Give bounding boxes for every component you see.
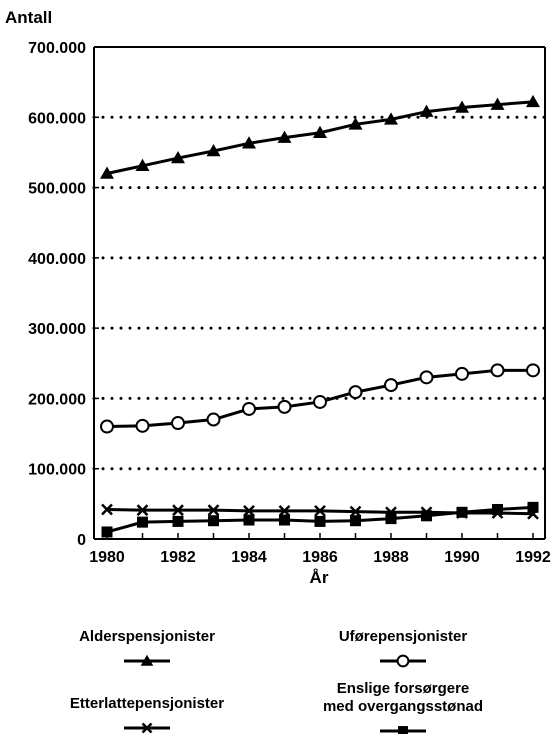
legend-label: Enslige forsørgere <box>337 680 470 697</box>
square-marker <box>279 514 290 526</box>
square-marker <box>243 514 255 526</box>
triangle-marker <box>100 166 114 179</box>
legend-item: Alderspensjonister <box>79 628 215 666</box>
y-tick-label: 300.000 <box>28 321 86 338</box>
square-marker <box>101 526 113 538</box>
x-tick-label: 1980 <box>89 549 125 566</box>
circle-marker <box>100 419 114 434</box>
square-marker <box>456 506 468 518</box>
x-tick-label: 1984 <box>231 549 267 566</box>
square-marker <box>208 515 219 527</box>
triangle-marker <box>348 117 363 130</box>
square-marker <box>385 513 397 525</box>
y-tick-label: 400.000 <box>28 251 86 268</box>
triangle-marker <box>242 136 256 149</box>
circle-marker <box>313 394 327 409</box>
square-marker <box>172 515 184 527</box>
legend-label: med overgangsstønad <box>323 698 483 715</box>
legend-item: Etterlattepensjonister <box>70 695 224 734</box>
square-marker <box>137 516 148 528</box>
circle-marker <box>348 385 363 400</box>
x-tick-label: 1988 <box>373 549 409 566</box>
circle-marker <box>171 416 185 431</box>
circle-marker <box>419 370 434 385</box>
circle-marker <box>526 363 540 378</box>
legend: Alderspensjonister Uførepensjonister Etter… <box>70 628 483 734</box>
y-tick-label: 200.000 <box>28 391 86 408</box>
square-marker <box>314 515 326 527</box>
triangle-marker <box>171 151 185 164</box>
legend-label: Etterlattepensjonister <box>70 695 224 712</box>
triangle-marker <box>455 100 469 113</box>
x-tick-label: 1990 <box>444 549 480 566</box>
x-tick-label: 1986 <box>302 549 338 566</box>
legend-label: Uførepensjonister <box>339 628 468 645</box>
circle-marker <box>135 418 150 433</box>
triangle-marker <box>490 97 505 110</box>
triangle-marker <box>277 130 292 143</box>
series-group <box>100 94 540 538</box>
gridlines <box>92 115 547 471</box>
y-tick-label: 0 <box>77 532 86 549</box>
x-tick-label: 1992 <box>515 549 551 566</box>
x-marker <box>349 505 362 518</box>
square-marker <box>527 501 539 513</box>
x-marker <box>136 504 149 517</box>
triangle-marker <box>140 654 154 666</box>
triangle-marker <box>206 144 221 157</box>
triangle-marker <box>526 94 540 108</box>
circle-marker <box>242 401 256 416</box>
y-axis-title: Antall <box>5 8 52 27</box>
square-marker <box>350 515 361 527</box>
triangle-marker <box>384 112 398 125</box>
circle-marker <box>277 399 292 414</box>
x-marker <box>101 503 113 516</box>
y-tick-label: 600.000 <box>28 110 86 127</box>
circle-marker <box>396 654 410 668</box>
circle-marker <box>455 366 469 381</box>
triangle-marker <box>419 104 434 117</box>
triangle-marker <box>313 125 327 138</box>
triangle-marker <box>135 158 150 172</box>
series-circle <box>100 363 540 434</box>
y-tick-label: 500.000 <box>28 181 86 198</box>
series-triangle <box>100 94 540 179</box>
y-tick-label: 700.000 <box>28 40 86 57</box>
legend-label: Alderspensjonister <box>79 628 215 645</box>
x-marker <box>141 722 153 734</box>
square-marker <box>398 726 408 734</box>
x-marker <box>314 505 326 517</box>
axes <box>93 46 546 540</box>
x-tick-label: 1982 <box>160 549 196 566</box>
y-tick-label: 100.000 <box>28 462 86 479</box>
series-square <box>101 501 539 538</box>
x-axis-title: År <box>310 568 329 587</box>
circle-marker <box>206 412 221 427</box>
circle-marker <box>490 363 505 378</box>
square-marker <box>492 503 503 515</box>
x-marker <box>207 504 220 517</box>
legend-item: Uførepensjonister <box>339 628 468 668</box>
x-marker <box>243 505 255 517</box>
x-marker <box>172 504 184 517</box>
circle-marker <box>384 378 398 393</box>
x-marker <box>278 505 291 517</box>
tick-labels: 0 100.000 200.000 300.000 400.000 500.000 600.… <box>28 40 551 566</box>
square-marker <box>421 510 432 522</box>
